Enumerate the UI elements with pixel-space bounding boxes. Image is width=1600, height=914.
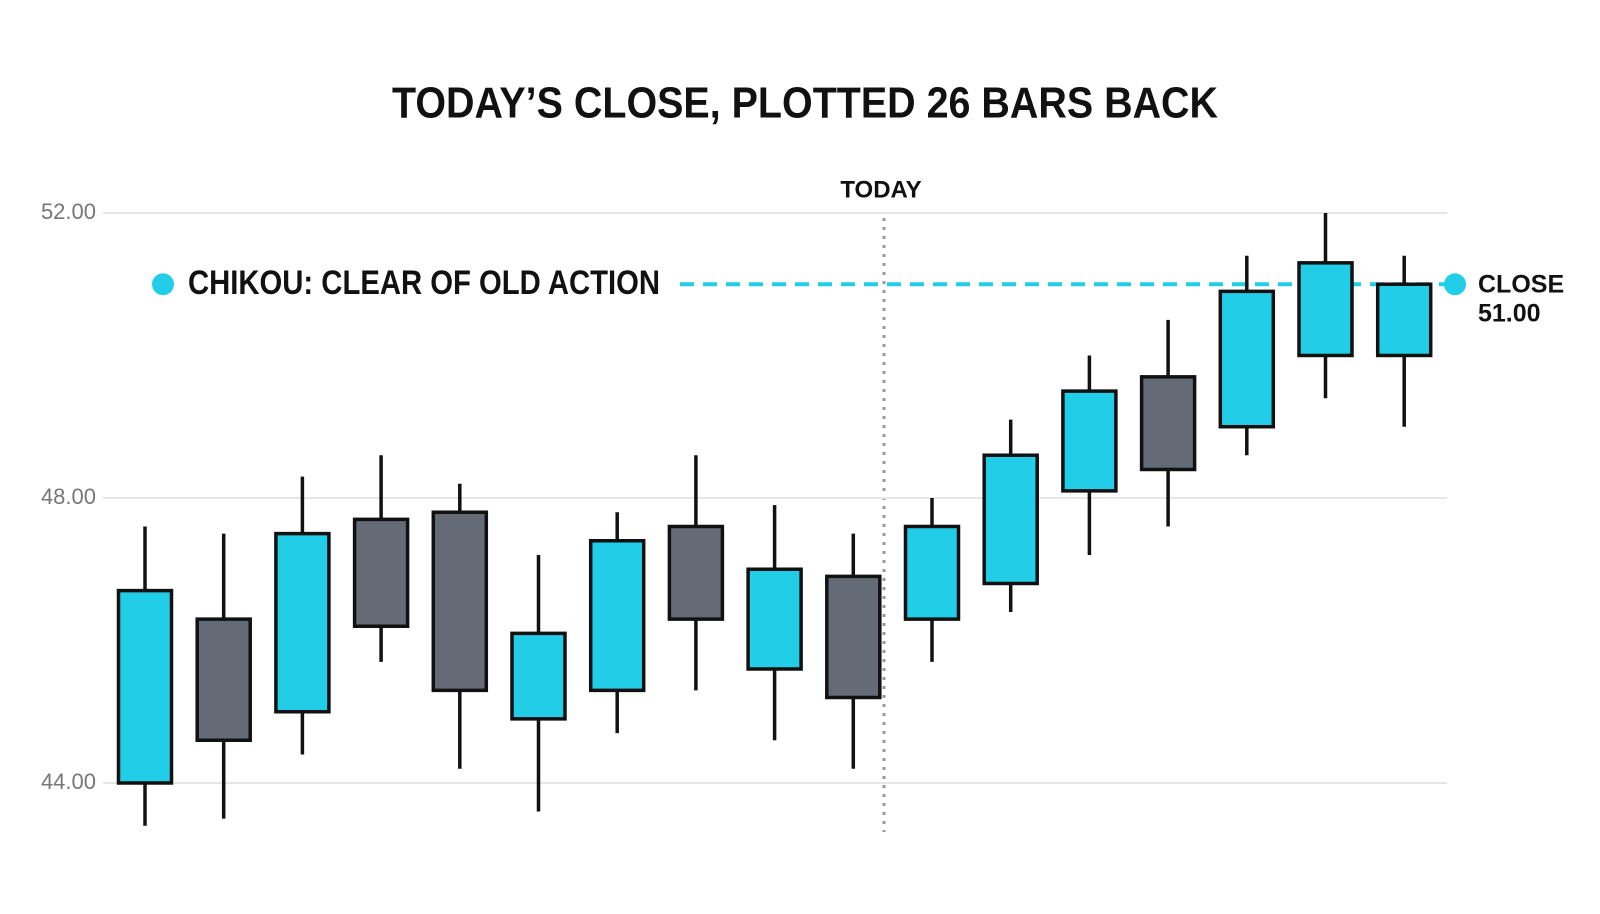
candle-body [510, 631, 567, 721]
candle-body [1218, 289, 1276, 429]
candle-body [1061, 389, 1118, 493]
candle-body [667, 524, 725, 621]
close-value: 51.00 [1478, 300, 1541, 328]
close-dot [1444, 273, 1466, 296]
candle-body [1375, 282, 1433, 358]
candle-body [903, 524, 961, 621]
chikou-dot [152, 273, 174, 296]
candle-body [825, 574, 882, 700]
candle-body [274, 531, 331, 714]
today-label: TODAY [840, 176, 921, 203]
candle-body [1139, 375, 1197, 472]
close-label: CLOSE [1478, 271, 1564, 299]
candle-body [352, 517, 410, 628]
candle-body [116, 588, 174, 785]
y-tick-label: 48.00 [41, 484, 96, 509]
candle-body [195, 617, 252, 742]
candle-body [746, 567, 803, 671]
candle-body [1297, 261, 1354, 358]
y-tick-label: 52.00 [41, 199, 96, 224]
y-tick-label: 44.00 [41, 769, 96, 794]
chikou-label: CHIKOU: CLEAR OF OLD ACTION [188, 264, 660, 302]
candle-body [982, 453, 1039, 586]
candle-body [431, 510, 489, 693]
candle-body [588, 538, 646, 693]
chart-title: TODAY’S CLOSE, PLOTTED 26 BARS BACK [392, 79, 1218, 128]
